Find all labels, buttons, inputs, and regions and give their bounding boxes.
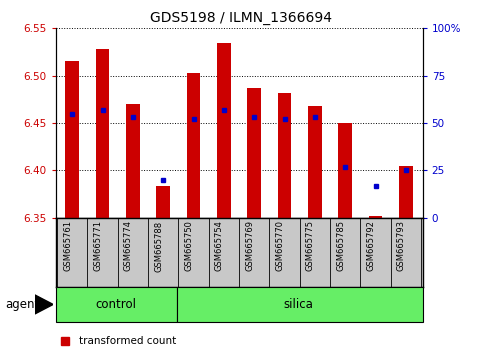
Bar (187, 73, 200, 218)
Bar (217, 42, 231, 218)
Bar (308, 106, 322, 218)
Bar (126, 104, 140, 218)
Text: transformed count: transformed count (79, 336, 177, 346)
Text: GSM665788: GSM665788 (154, 221, 163, 272)
Bar (278, 93, 291, 218)
Text: GSM665769: GSM665769 (245, 221, 254, 272)
Polygon shape (35, 295, 53, 314)
Text: GSM665761: GSM665761 (63, 221, 72, 272)
Text: GSM665793: GSM665793 (397, 221, 406, 272)
Bar (369, 216, 383, 218)
Bar (156, 187, 170, 218)
Bar (65, 62, 79, 218)
Text: GSM665775: GSM665775 (306, 221, 315, 272)
Bar (399, 166, 413, 218)
Text: GSM665774: GSM665774 (124, 221, 133, 272)
Text: GSM665792: GSM665792 (367, 221, 376, 272)
Text: GSM665785: GSM665785 (336, 221, 345, 272)
Bar (339, 123, 352, 218)
Bar (96, 49, 109, 218)
Text: GSM665770: GSM665770 (276, 221, 284, 272)
Text: GSM665754: GSM665754 (215, 221, 224, 272)
Bar (56, 287, 177, 322)
Text: GSM665771: GSM665771 (94, 221, 102, 272)
Bar (177, 287, 423, 322)
Text: GSM665750: GSM665750 (185, 221, 194, 272)
Text: agent: agent (5, 298, 39, 311)
Text: silica: silica (284, 298, 313, 311)
Bar (247, 88, 261, 218)
Text: GDS5198 / ILMN_1366694: GDS5198 / ILMN_1366694 (151, 11, 332, 25)
Text: control: control (96, 298, 137, 311)
